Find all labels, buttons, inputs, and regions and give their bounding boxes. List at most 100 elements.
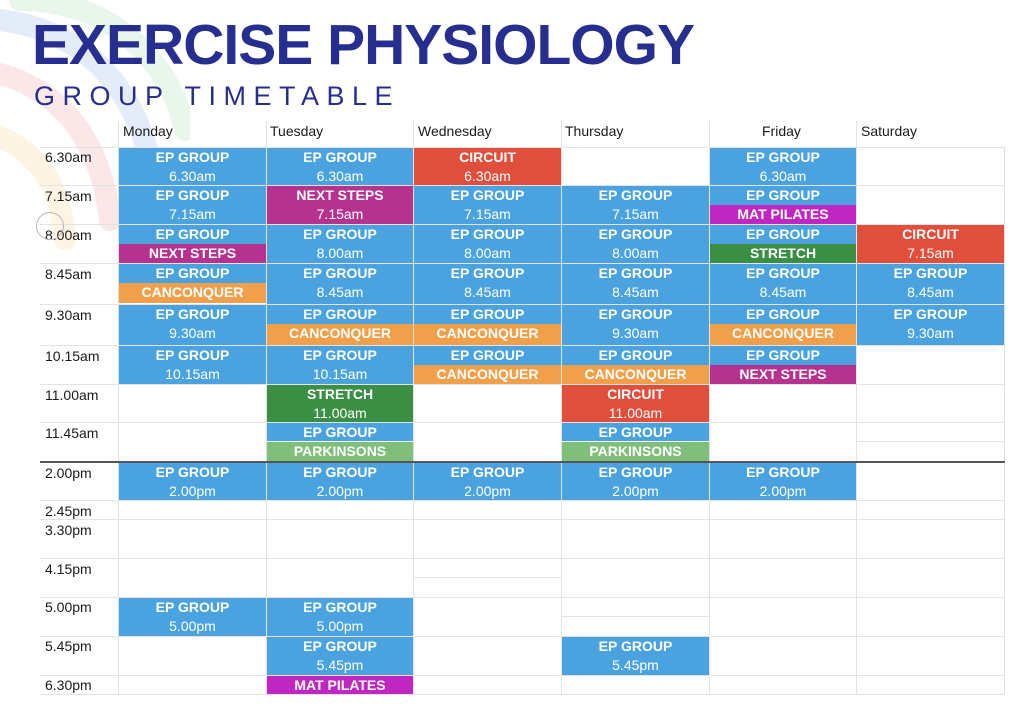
class-slot[interactable]: EP GROUP 7.15am (562, 186, 709, 224)
class-slot[interactable]: STRETCH 11.00am (267, 385, 413, 422)
time-label: 6.30pm (45, 677, 92, 693)
class-name: MAT PILATES (737, 206, 829, 222)
class-slot[interactable]: EP GROUP 5.45pm (562, 637, 709, 675)
class-slot[interactable]: NEXT STEPS (119, 244, 266, 263)
class-name: PARKINSONS (293, 443, 387, 459)
class-name: EP GROUP (450, 347, 525, 363)
class-time: 2.00pm (169, 483, 216, 499)
class-slot[interactable]: EP GROUP 9.30am (562, 305, 709, 345)
class-time: 6.30am (316, 168, 364, 184)
class-slot[interactable]: STRETCH (710, 244, 856, 263)
class-name: EP GROUP (303, 464, 377, 480)
class-name: EP GROUP (155, 265, 230, 281)
class-slot[interactable]: CANCONQUER (562, 365, 709, 384)
grid-line (40, 558, 1005, 559)
class-slot[interactable]: EP GROUP 8.45am (857, 264, 1004, 304)
class-slot[interactable]: EP GROUP 5.45pm (267, 637, 413, 675)
class-time: 6.30am (464, 168, 511, 184)
day-header-friday: Friday (762, 123, 801, 139)
class-slot[interactable]: EP GROUP 2.00pm (710, 463, 856, 500)
class-name: EP GROUP (746, 226, 820, 242)
class-slot[interactable]: EP GROUP 7.15am (414, 186, 561, 224)
class-slot[interactable]: EP GROUP 2.00pm (414, 463, 561, 500)
class-slot[interactable]: MAT PILATES (267, 676, 413, 694)
class-slot[interactable]: EP GROUP (710, 225, 856, 244)
class-slot[interactable]: EP GROUP 2.00pm (267, 463, 413, 500)
class-name: EP GROUP (598, 638, 673, 654)
class-slot[interactable]: EP GROUP 8.00am (562, 225, 709, 263)
class-time: 5.45pm (612, 657, 659, 673)
class-slot[interactable]: EP GROUP 8.45am (414, 264, 561, 304)
class-slot[interactable]: CANCONQUER (119, 283, 266, 303)
class-slot[interactable]: PARKINSONS (267, 442, 413, 461)
class-name: EP GROUP (303, 599, 377, 615)
time-label: 6.30am (45, 149, 92, 165)
class-slot[interactable]: EP GROUP (119, 225, 266, 244)
class-slot[interactable]: CANCONQUER (710, 324, 856, 345)
grid-line (40, 500, 1005, 501)
day-header-wednesday: Wednesday (418, 123, 492, 139)
class-slot[interactable]: EP GROUP 2.00pm (119, 463, 266, 500)
class-slot[interactable]: CIRCUIT 7.15am (857, 225, 1004, 263)
class-name: CANCONQUER (436, 366, 539, 382)
class-slot[interactable]: CIRCUIT 11.00am (562, 385, 709, 422)
class-slot[interactable]: EP GROUP 8.00am (414, 225, 561, 263)
class-name: EP GROUP (746, 187, 820, 203)
class-slot[interactable]: EP GROUP 10.15am (119, 346, 266, 384)
class-name: NEXT STEPS (148, 245, 237, 261)
class-slot[interactable]: NEXT STEPS (710, 365, 856, 384)
class-slot[interactable]: EP GROUP (119, 264, 266, 283)
class-time: 6.30am (759, 168, 807, 184)
time-label: 5.00pm (45, 599, 92, 615)
class-slot[interactable]: EP GROUP 8.45am (710, 264, 856, 304)
class-slot[interactable]: EP GROUP 7.15am (119, 186, 266, 224)
class-slot[interactable]: PARKINSONS (562, 442, 709, 461)
class-slot[interactable]: CANCONQUER (267, 324, 413, 345)
class-slot[interactable]: EP GROUP 6.30am (267, 148, 413, 185)
class-time: 8.45am (464, 284, 511, 300)
class-slot[interactable]: EP GROUP (562, 423, 709, 441)
class-name: EP GROUP (450, 187, 525, 203)
class-slot[interactable]: EP GROUP (710, 305, 856, 324)
class-name: EP GROUP (598, 226, 673, 242)
class-name: EP GROUP (155, 347, 230, 363)
class-time: 8.45am (907, 284, 954, 300)
class-slot[interactable]: EP GROUP 9.30am (857, 305, 1004, 345)
class-time: 7.15am (464, 206, 511, 222)
class-name: EP GROUP (155, 187, 230, 203)
class-slot[interactable]: EP GROUP (414, 346, 561, 365)
class-name: CANCONQUER (289, 325, 391, 341)
class-slot[interactable]: EP GROUP 9.30am (119, 305, 266, 345)
class-slot[interactable]: MAT PILATES (710, 205, 856, 224)
class-slot[interactable]: EP GROUP (414, 305, 561, 324)
class-slot[interactable]: EP GROUP (562, 346, 709, 365)
grid-line (40, 224, 1005, 225)
class-slot[interactable]: EP GROUP 6.30am (119, 148, 266, 185)
class-name: CANCONQUER (584, 366, 687, 382)
class-slot[interactable]: EP GROUP (267, 305, 413, 324)
class-slot[interactable]: EP GROUP 10.15am (267, 346, 413, 384)
grid-line (40, 519, 1005, 520)
time-label: 4.15pm (45, 561, 92, 577)
class-slot[interactable]: EP GROUP (710, 186, 856, 205)
class-time: 8.45am (316, 284, 364, 300)
class-slot[interactable]: EP GROUP 8.45am (267, 264, 413, 304)
class-slot[interactable]: CIRCUIT 6.30am (414, 148, 561, 185)
class-slot[interactable]: CANCONQUER (414, 365, 561, 384)
class-slot[interactable]: EP GROUP (267, 423, 413, 441)
class-slot[interactable]: EP GROUP 6.30am (710, 148, 856, 185)
class-slot[interactable]: NEXT STEPS 7.15am (267, 186, 413, 224)
class-name: EP GROUP (155, 226, 230, 242)
class-slot[interactable]: CANCONQUER (414, 324, 561, 345)
class-name: EP GROUP (746, 306, 820, 322)
grid-line (40, 345, 1005, 346)
class-slot[interactable]: EP GROUP 8.00am (267, 225, 413, 263)
class-slot[interactable]: EP GROUP 8.45am (562, 264, 709, 304)
class-time: 2.00pm (612, 483, 659, 499)
class-slot[interactable]: EP GROUP 2.00pm (562, 463, 709, 500)
class-slot[interactable]: EP GROUP (710, 346, 856, 365)
class-slot[interactable]: EP GROUP 5.00pm (267, 598, 413, 636)
class-slot[interactable]: EP GROUP 5.00pm (119, 598, 266, 636)
class-name: PARKINSONS (589, 443, 682, 459)
grid-line (118, 121, 119, 695)
